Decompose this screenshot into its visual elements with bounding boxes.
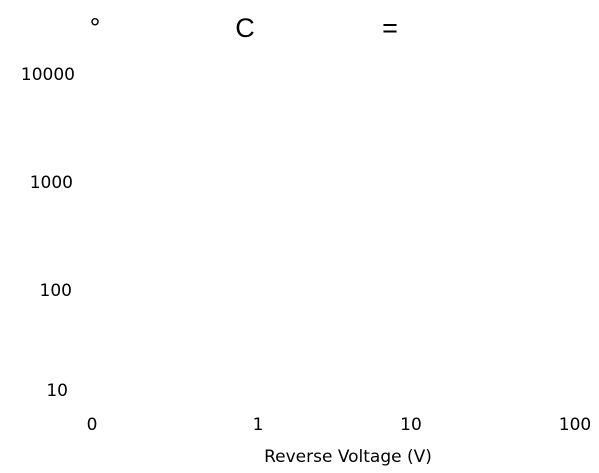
chart-title: ° C = [90, 13, 398, 43]
title-part-degree: ° [90, 13, 101, 43]
x-tick-label: 100 [559, 415, 591, 435]
y-axis: 10000 1000 100 10 [21, 65, 75, 401]
x-axis-label: Reverse Voltage (V) [264, 447, 432, 467]
x-tick-label: 0 [87, 415, 98, 435]
title-part-equals: = [382, 13, 398, 43]
y-tick-label: 100 [40, 281, 72, 301]
y-tick-label: 1000 [30, 173, 73, 193]
y-tick-label: 10000 [21, 65, 75, 85]
x-tick-label: 10 [400, 415, 422, 435]
y-tick-label: 10 [46, 381, 68, 401]
title-part-c: C [235, 13, 255, 43]
x-axis: 0 1 10 100 [87, 415, 592, 435]
x-tick-label: 1 [253, 415, 264, 435]
